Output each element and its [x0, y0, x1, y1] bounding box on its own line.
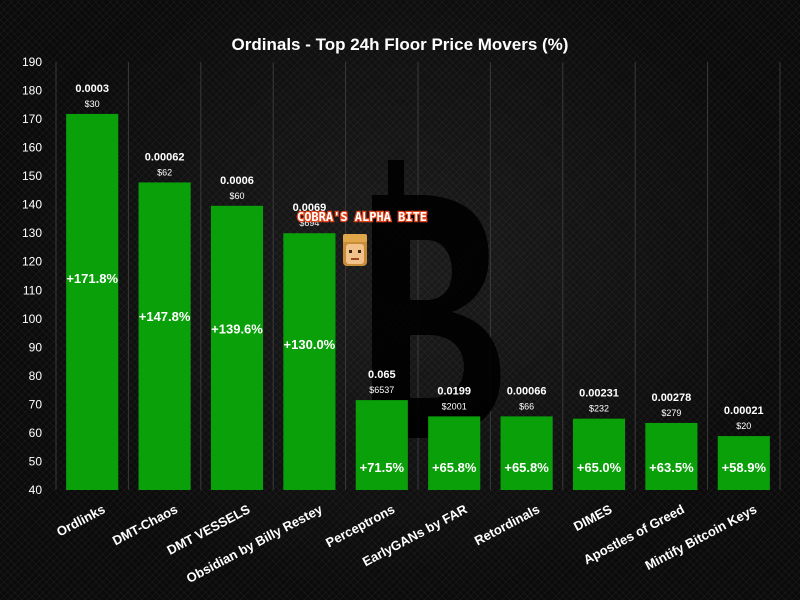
- y-tick-label: 140: [22, 198, 42, 212]
- floor-btc-label: 0.00021: [724, 405, 764, 417]
- percent-change-label: +71.5%: [360, 460, 405, 475]
- floor-usd-label: $20: [736, 421, 751, 431]
- percent-change-label: +130.0%: [284, 337, 336, 352]
- y-tick-label: 60: [29, 426, 43, 440]
- percent-change-label: +139.6%: [211, 322, 263, 337]
- y-axis: 40 50 60 70 80 90 100 110 120 130 140 150 160 170 180 1…: [22, 55, 42, 497]
- y-tick-label: 80: [29, 369, 43, 383]
- y-tick-label: 70: [29, 397, 43, 411]
- y-tick-label: 110: [23, 283, 42, 297]
- chart-title: Ordinals - Top 24h Floor Price Movers (%…: [232, 35, 569, 54]
- watermark-text: COBRA'S ALPHA BITE: [297, 210, 427, 224]
- bars: [66, 113, 770, 491]
- floor-usd-label: $279: [661, 408, 681, 418]
- bitcoin-logo-icon: [372, 160, 501, 472]
- y-tick-label: 180: [22, 84, 42, 98]
- y-tick-label: 50: [29, 454, 43, 468]
- percent-change-label: +147.8%: [139, 309, 191, 324]
- floor-usd-label: $30: [85, 99, 100, 109]
- floor-btc-label: 0.00278: [652, 392, 692, 404]
- category-label: DIMES: [571, 501, 615, 534]
- y-tick-label: 190: [22, 55, 42, 69]
- floor-usd-label: $62: [157, 167, 172, 177]
- bar: [355, 400, 408, 490]
- percent-change-label: +65.8%: [504, 460, 549, 475]
- y-tick-label: 130: [22, 226, 42, 240]
- y-tick-label: 90: [29, 340, 43, 354]
- category-label: Retordinals: [472, 501, 542, 548]
- floor-btc-label: 0.0003: [75, 83, 109, 95]
- bar: [717, 436, 770, 490]
- bar-labels: +171.8% 0.0003 $30 +147.8% 0.00062 $62 +139.6%…: [66, 83, 766, 475]
- floor-btc-label: 0.0006: [220, 175, 254, 187]
- floor-usd-label: $694: [299, 218, 319, 228]
- floor-btc-label: 0.00066: [507, 385, 547, 397]
- y-tick-label: 100: [22, 312, 42, 326]
- floor-usd-label: $2001: [442, 401, 467, 411]
- bar: [138, 182, 191, 491]
- y-tick-label: 120: [22, 255, 42, 269]
- floor-usd-label: $6537: [369, 385, 394, 395]
- bar: [500, 416, 553, 490]
- gridlines: [55, 62, 781, 490]
- bar: [66, 113, 119, 490]
- percent-change-label: +58.9%: [722, 460, 767, 475]
- floor-btc-label: 0.00231: [579, 388, 619, 400]
- percent-change-label: +65.8%: [432, 460, 477, 475]
- bar: [572, 418, 626, 490]
- floor-usd-label: $60: [229, 191, 244, 201]
- percent-change-label: +171.8%: [66, 271, 118, 286]
- floor-btc-label: 0.00062: [145, 151, 185, 163]
- percent-change-label: +63.5%: [649, 460, 694, 475]
- y-tick-label: 150: [22, 169, 42, 183]
- bar: [645, 422, 698, 490]
- floor-usd-label: $232: [589, 404, 609, 414]
- floor-usd-label: $66: [519, 401, 534, 411]
- bar: [210, 205, 264, 491]
- percent-change-label: +65.0%: [577, 460, 622, 475]
- bar: [283, 233, 336, 490]
- pixel-avatar-icon: [343, 234, 367, 266]
- bar: [428, 416, 481, 490]
- y-tick-label: 160: [22, 141, 42, 155]
- y-tick-label: 170: [22, 112, 42, 126]
- category-label: Ordlinks: [54, 501, 108, 539]
- y-tick-label: 40: [29, 483, 43, 497]
- floor-btc-label: 0.065: [368, 369, 396, 381]
- floor-btc-label: 0.0069: [293, 202, 327, 214]
- floor-btc-label: 0.0199: [437, 385, 471, 397]
- category-label: Obsidian by Billy Restey: [184, 501, 326, 586]
